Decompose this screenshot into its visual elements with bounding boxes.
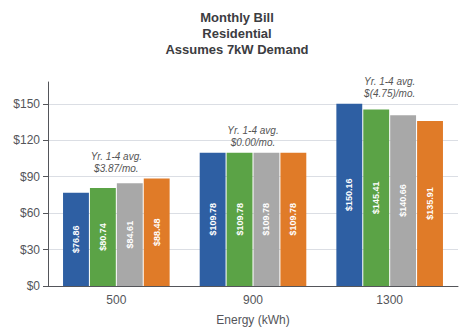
svg-text:900: 900 (243, 293, 263, 307)
svg-text:$84.61: $84.61 (125, 221, 135, 249)
svg-text:$60: $60 (20, 206, 40, 220)
svg-text:Monthly Bill: Monthly Bill (200, 10, 274, 25)
svg-text:$0: $0 (27, 279, 41, 293)
svg-text:$30: $30 (20, 243, 40, 257)
svg-text:$(4.75)/mo.: $(4.75)/mo. (363, 88, 415, 99)
svg-text:$150.16: $150.16 (344, 179, 354, 212)
svg-text:$109.78: $109.78 (288, 203, 298, 236)
svg-text:1300: 1300 (376, 293, 403, 307)
svg-text:$88.48: $88.48 (152, 219, 162, 247)
svg-text:$109.78: $109.78 (261, 203, 271, 236)
svg-text:$150: $150 (13, 97, 40, 111)
svg-text:500: 500 (106, 293, 126, 307)
svg-text:Yr. 1-4 avg.: Yr. 1-4 avg. (364, 76, 415, 87)
svg-text:$90: $90 (20, 170, 40, 184)
svg-text:$76.86: $76.86 (71, 226, 81, 254)
svg-text:Yr. 1-4 avg.: Yr. 1-4 avg. (227, 125, 278, 136)
svg-text:$135.91: $135.91 (425, 187, 435, 220)
svg-text:$120: $120 (13, 133, 40, 147)
svg-text:$80.74: $80.74 (98, 223, 108, 251)
svg-text:$140.66: $140.66 (398, 184, 408, 217)
svg-text:$109.78: $109.78 (208, 203, 218, 236)
svg-text:$109.78: $109.78 (235, 203, 245, 236)
svg-text:$0.00/mo.: $0.00/mo. (230, 137, 275, 148)
svg-text:Residential: Residential (202, 26, 271, 41)
svg-text:Assumes 7kW Demand: Assumes 7kW Demand (165, 42, 308, 57)
svg-text:$145.41: $145.41 (371, 181, 381, 214)
svg-text:Energy (kWh): Energy (kWh) (216, 313, 289, 327)
svg-text:$3.87/mo.: $3.87/mo. (93, 163, 138, 174)
svg-text:Yr. 1-4 avg.: Yr. 1-4 avg. (91, 151, 142, 162)
